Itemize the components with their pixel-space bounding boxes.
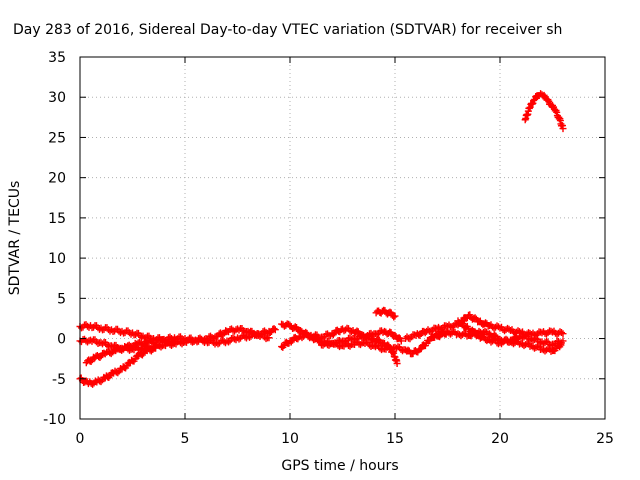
- y-tick-label: 35: [48, 50, 66, 66]
- plot-frame: [79, 56, 606, 420]
- series-track: [372, 306, 399, 321]
- data-point: [171, 337, 178, 345]
- x-tick-label: 20: [491, 431, 509, 447]
- y-tick-label: 20: [48, 171, 66, 187]
- x-tick-label: 0: [76, 431, 85, 447]
- y-tick-label: 30: [48, 90, 66, 106]
- y-tick-label: 25: [48, 130, 66, 146]
- data-point: [391, 312, 399, 320]
- data-point: [559, 330, 567, 338]
- data-point: [397, 337, 405, 345]
- series-track: [76, 343, 160, 388]
- series-track: [318, 327, 451, 358]
- series-track: [82, 336, 178, 367]
- data-point: [393, 359, 401, 367]
- y-tick-label: -5: [52, 372, 66, 388]
- y-tick-label: 15: [48, 211, 66, 227]
- data-point: [530, 96, 538, 104]
- data-point: [271, 326, 279, 334]
- y-tick-label: 10: [48, 251, 66, 267]
- x-tick-label: 25: [596, 431, 614, 447]
- data-point: [559, 125, 567, 133]
- chart-title: Day 283 of 2016, Sidereal Day-to-day VTE…: [13, 22, 562, 38]
- data-point: [265, 334, 273, 342]
- x-tick-label: 15: [386, 431, 404, 447]
- data-point: [559, 337, 567, 345]
- x-tick-label: 5: [181, 431, 190, 447]
- x-tick-label: 10: [281, 431, 299, 447]
- series-track: [521, 90, 567, 133]
- series-track: [454, 317, 567, 349]
- y-tick-label: 5: [57, 291, 66, 307]
- x-axis-title: GPS time / hours: [281, 458, 398, 474]
- y-tick-label: -10: [43, 412, 66, 428]
- grid: [80, 57, 605, 419]
- data-series: [76, 90, 567, 388]
- y-axis-title: SDTVAR / TECUs: [7, 181, 23, 296]
- axis-ticks: 0 5 10 15 20 25 -10 -5 0 5 10 15 20 25 30 35: [43, 50, 614, 447]
- data-point: [152, 344, 160, 352]
- y-tick-label: 0: [57, 332, 66, 348]
